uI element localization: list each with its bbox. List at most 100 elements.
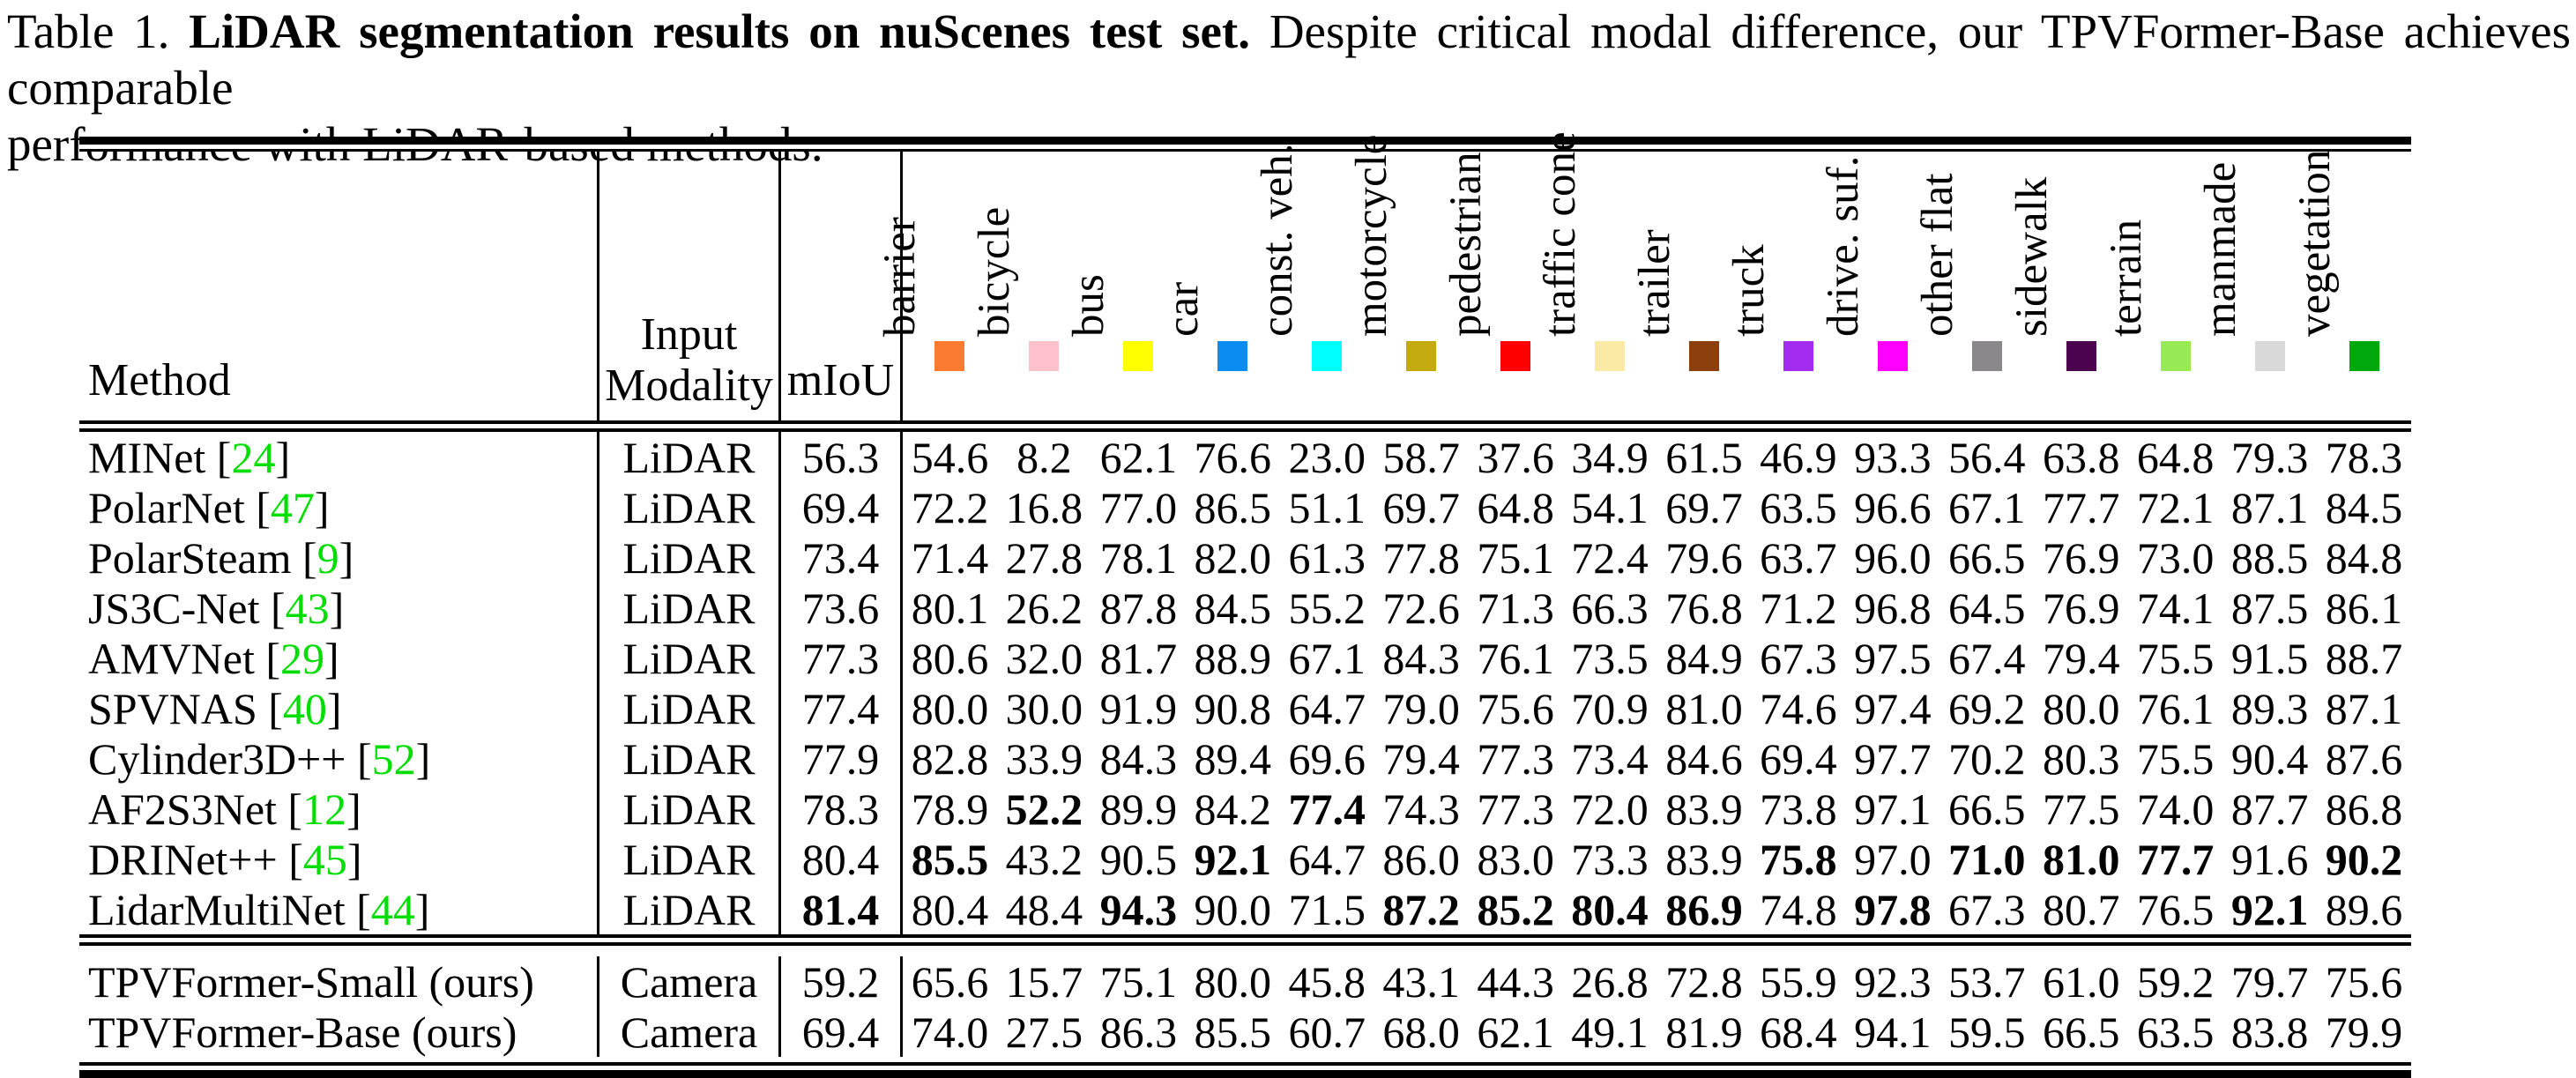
citation-link[interactable]: 29 — [280, 633, 325, 683]
class-color-swatch — [1406, 341, 1437, 371]
class-label: barrier — [875, 217, 926, 337]
value-cell: 91.6 — [2230, 834, 2309, 884]
value-cell: 77.7 — [2042, 482, 2120, 532]
value-cell: 71.5 — [1288, 884, 1366, 934]
value-cell: 69.7 — [1382, 482, 1460, 532]
class-color-swatch — [1595, 341, 1626, 371]
value-cell: 32.0 — [1005, 633, 1083, 683]
miou-cell: 69.4 — [778, 482, 900, 532]
value-cell: 86.8 — [2325, 784, 2403, 834]
citation-link[interactable]: 40 — [282, 683, 327, 733]
citation-link[interactable]: 9 — [316, 532, 339, 583]
value-cell: 16.8 — [1005, 482, 1083, 532]
value-cell: 84.6 — [1665, 733, 1743, 784]
value-cell: 69.4 — [1760, 733, 1837, 784]
class-color-swatch — [934, 341, 965, 371]
table-row: AF2S3Net [12] LiDAR 78.3 78.9 52.2 89.9 84.2 77… — [79, 784, 2411, 834]
class-header: drive. suf. — [1819, 152, 1939, 420]
value-cell: 77.4 — [1288, 784, 1366, 834]
value-cell: 81.9 — [1665, 1007, 1743, 1057]
class-header: const. veh. — [1253, 143, 1374, 420]
value-cell: 90.2 — [2325, 834, 2403, 884]
citation-link[interactable]: 12 — [302, 784, 347, 834]
value-cell: 71.0 — [1948, 834, 2026, 884]
value-cell: 96.6 — [1854, 482, 1932, 532]
class-color-swatch — [2254, 341, 2285, 371]
value-cell: 48.4 — [1005, 884, 1083, 934]
method-name: Cylinder3D++ [ — [88, 733, 372, 784]
lidar-section: MINet [24] LiDAR 56.3 54.6 8.2 62.1 76.6 23.0 58… — [79, 432, 2411, 934]
class-label: traffic cone — [1536, 131, 1586, 337]
value-cell: 27.5 — [1005, 1007, 1083, 1057]
value-cell: 88.7 — [2325, 633, 2403, 683]
citation-link[interactable]: 47 — [270, 482, 315, 532]
citation-link[interactable]: 52 — [371, 733, 416, 784]
value-cell: 78.1 — [1099, 532, 1178, 583]
class-color-swatch — [1312, 341, 1343, 371]
value-cell: 75.5 — [2136, 733, 2215, 784]
class-header: bicycle — [970, 152, 1091, 420]
value-cell: 76.9 — [2042, 583, 2120, 633]
header-row: Method Input Modality mIoU barrier bicycl… — [79, 131, 2411, 420]
caption-label: Table 1. — [7, 4, 190, 58]
class-label: pedestrian — [1441, 152, 1492, 337]
citation-bracket: ] — [339, 532, 354, 583]
value-cell: 90.0 — [1194, 884, 1272, 934]
miou-cell: 80.4 — [778, 834, 900, 884]
class-color-swatch — [1500, 341, 1531, 371]
value-cell: 76.1 — [1477, 633, 1554, 683]
value-cell: 61.3 — [1288, 532, 1366, 583]
header-method-cell: Method — [79, 152, 597, 420]
value-cell: 63.8 — [2042, 432, 2120, 482]
value-cell: 68.0 — [1382, 1007, 1460, 1057]
class-header: car — [1158, 152, 1280, 420]
value-cell: 71.3 — [1477, 583, 1554, 633]
citation-link[interactable]: 43 — [285, 583, 330, 633]
class-values: 71.4 27.8 78.1 82.0 61.3 77.8 75.1 72.4 79.6 63.7… — [900, 532, 2411, 583]
class-label: const. veh. — [1253, 143, 1303, 337]
header-rule-a — [79, 420, 2411, 424]
value-cell: 76.1 — [2136, 683, 2215, 733]
citation-bracket: ] — [324, 633, 339, 683]
citation-link[interactable]: 44 — [370, 884, 415, 934]
value-cell: 69.7 — [1665, 482, 1743, 532]
class-header: vegetation — [2290, 150, 2411, 420]
class-color-swatch — [1971, 341, 2002, 371]
value-cell: 92.1 — [2230, 884, 2309, 934]
value-cell: 61.5 — [1665, 432, 1743, 482]
value-cell: 85.5 — [911, 834, 989, 884]
miou-cell: 59.2 — [778, 956, 900, 1007]
class-label: manmade — [2195, 161, 2245, 337]
value-cell: 66.5 — [2042, 1007, 2120, 1057]
method-cell: SPVNAS [40] — [79, 683, 597, 733]
class-color-swatch — [2066, 341, 2096, 371]
value-cell: 67.1 — [1288, 633, 1366, 683]
value-cell: 30.0 — [1005, 683, 1083, 733]
value-cell: 78.9 — [911, 784, 989, 834]
table-row: LidarMultiNet [44] LiDAR 81.4 80.4 48.4 94.3 9… — [79, 884, 2411, 934]
class-label: trailer — [1629, 229, 1679, 337]
class-label: vegetation — [2289, 149, 2340, 337]
value-cell: 79.3 — [2230, 432, 2309, 482]
method-name: TPVFormer-Small (ours) — [88, 956, 534, 1007]
citation-bracket: ] — [275, 432, 291, 482]
class-header: sidewalk — [2007, 152, 2128, 420]
value-cell: 73.4 — [1571, 733, 1649, 784]
value-cell: 91.9 — [1099, 683, 1178, 733]
value-cell: 74.0 — [911, 1007, 989, 1057]
value-cell: 64.8 — [2136, 432, 2215, 482]
citation-bracket: ] — [326, 683, 342, 733]
citation-link[interactable]: 45 — [302, 834, 347, 884]
value-cell: 76.5 — [2136, 884, 2215, 934]
citation-bracket: ] — [314, 482, 330, 532]
value-cell: 71.2 — [1760, 583, 1837, 633]
value-cell: 86.1 — [2325, 583, 2403, 633]
value-cell: 59.2 — [2136, 956, 2215, 1007]
citation-link[interactable]: 24 — [231, 432, 276, 482]
class-header: traffic cone — [1536, 131, 1657, 420]
miou-cell: 73.4 — [778, 532, 900, 583]
value-cell: 63.5 — [2136, 1007, 2215, 1057]
table-row: DRINet++ [45] LiDAR 80.4 85.5 43.2 90.5 92.1 64… — [79, 834, 2411, 884]
value-cell: 87.1 — [2325, 683, 2403, 733]
value-cell: 75.1 — [1477, 532, 1554, 583]
